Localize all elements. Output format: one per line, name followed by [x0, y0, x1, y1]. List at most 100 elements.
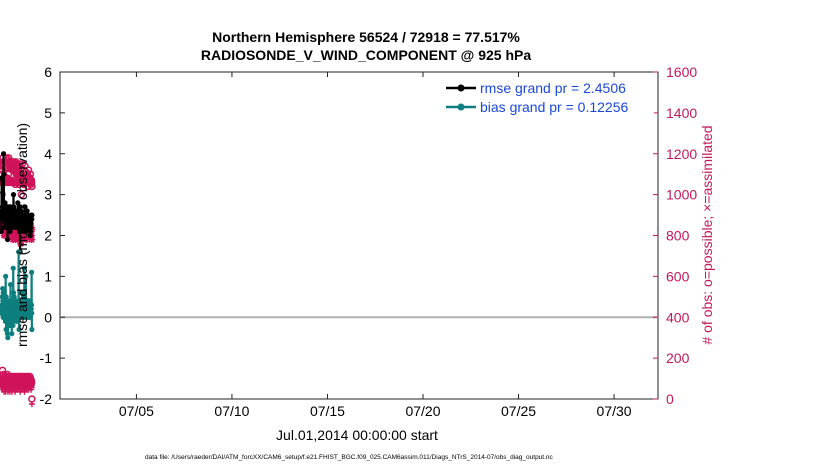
legend-bias-label: bias grand pr = 0.12256: [480, 99, 628, 115]
rmse-point: [0, 228, 4, 235]
obs-bottom-assimilated-marker: [28, 401, 35, 407]
rmse-point: [27, 228, 34, 235]
y-left-tick-label: -1: [40, 350, 53, 366]
rmse-point: [11, 204, 17, 210]
bias-point: [4, 331, 10, 337]
rmse-point: [0, 175, 5, 181]
y-left-tick-label: 3: [44, 187, 52, 203]
y-right-tick-label: 400: [666, 309, 690, 325]
bias-point: [28, 306, 34, 312]
rmse-point: [15, 212, 21, 218]
bias-point: [2, 298, 8, 304]
bias-point: [0, 286, 6, 292]
legend-box: [442, 78, 654, 118]
y-right-tick-label: 0: [666, 391, 674, 407]
rmse-point: [16, 228, 23, 235]
bias-point: [29, 326, 35, 333]
bias-point: [6, 318, 12, 324]
bias-point: [7, 281, 14, 288]
y-right-tick-label: 800: [666, 228, 690, 244]
bias-point: [23, 273, 29, 279]
plot-frame: [59, 71, 659, 400]
bias-point: [10, 265, 16, 271]
rmse-point: [2, 200, 8, 206]
bias-point: [10, 290, 17, 296]
y-right-tick-label: 1400: [666, 105, 697, 121]
rmse-point: [10, 192, 17, 198]
rmse-point: [24, 208, 30, 214]
rmse-point: [17, 204, 23, 210]
x-tick-label: 07/30: [597, 403, 632, 419]
bias-point: [16, 326, 22, 333]
rmse-point: [0, 151, 7, 157]
bias-point: [29, 269, 35, 275]
obs-bottom-assimilated-marker: [28, 384, 35, 391]
bias-point: [26, 298, 32, 304]
rmse-point: [7, 228, 13, 235]
bias-point: [21, 265, 27, 271]
bias-point: [13, 318, 19, 324]
chart-title-line2: RADIOSONDE_V_WIND_COMPONENT @ 925 hPa: [201, 47, 531, 63]
y-left-tick-label: 5: [44, 105, 52, 121]
y-axis-label-right: # of obs: o=possible; ×=assimilated: [699, 125, 715, 344]
rmse-point: [22, 204, 28, 210]
rmse-point: [4, 236, 11, 243]
bias-point: [9, 318, 15, 324]
bias-point: [3, 294, 9, 300]
bias-point: [10, 322, 16, 329]
rmse-point: [29, 212, 35, 218]
y-left-tick-label: 4: [44, 146, 52, 162]
legend: rmse grand pr = 2.4506 bias grand pr = 0…: [442, 78, 654, 118]
rmse-point: [27, 232, 33, 239]
chart-title-line1: Northern Hemisphere 56524 / 72918 = 77.5…: [212, 29, 520, 45]
bias-point: [11, 294, 17, 300]
x-tick-label: 07/05: [119, 403, 154, 419]
bias-point: [29, 310, 35, 316]
obs-possible-marker: [27, 178, 36, 187]
y-left-tick-label: 2: [44, 228, 52, 244]
bias-point: [16, 249, 22, 255]
rmse-point: [0, 192, 6, 198]
y-right-tick-label: 1600: [666, 64, 697, 80]
ticks-group: -2 -1 0 1 2 3 4 5 6 0 200 400 600 800 1000 1200 1400 1600…: [40, 64, 698, 419]
rmse-point: [29, 216, 35, 222]
obs-possible-marker: [28, 182, 36, 191]
x-tick-label: 07/15: [310, 403, 345, 419]
bias-point: [0, 290, 6, 296]
rmse-point: [28, 220, 34, 226]
y-left-tick-label: -2: [40, 391, 53, 407]
legend-rmse-label: rmse grand pr = 2.4506: [480, 80, 626, 96]
y-left-tick-label: 1: [44, 268, 52, 284]
rmse-point: [15, 200, 21, 206]
x-tick-label: 07/20: [405, 403, 440, 419]
obs-possible-marker: [17, 164, 25, 172]
x-axis-label: Jul.01,2014 00:00:00 start: [276, 427, 438, 443]
rmse-point: [23, 228, 29, 235]
x-tick-label: 07/10: [214, 403, 249, 419]
y-left-tick-label: 6: [44, 64, 52, 80]
bias-point: [5, 335, 11, 341]
legend-bias-marker: [457, 103, 465, 111]
y-left-tick-label: 0: [44, 309, 52, 325]
y-right-tick-label: 1000: [666, 187, 697, 203]
legend-rmse-marker: [457, 84, 465, 92]
bias-point: [28, 302, 35, 308]
obs-assimilated-marker: [28, 236, 36, 244]
rmse-series-group: [0, 151, 35, 255]
bias-point: [3, 273, 9, 279]
bias-series-group: [0, 249, 35, 341]
bias-point: [4, 326, 10, 333]
rmse-point: [1, 171, 7, 177]
rmse-point: [18, 208, 24, 214]
x-tick-label: 07/25: [501, 403, 536, 419]
bias-point: [19, 290, 25, 296]
y-right-tick-label: 600: [666, 268, 690, 284]
obs-possible-marker: [17, 190, 26, 199]
bias-point: [16, 298, 22, 304]
data-file-footer: data file: /Users/raeder/DAI/ATM_forcXX/…: [145, 454, 554, 461]
bias-point: [9, 331, 15, 337]
rmse-point: [0, 204, 6, 210]
y-right-tick-label: 1200: [666, 146, 697, 162]
